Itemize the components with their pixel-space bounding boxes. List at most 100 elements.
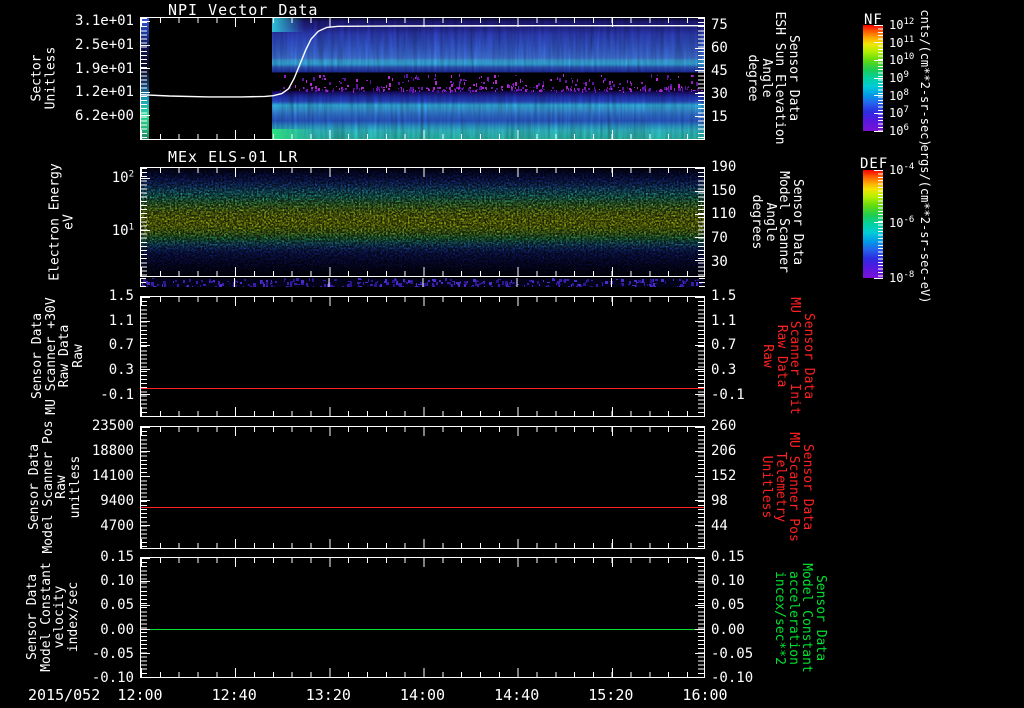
velocity-ymajor-left — [141, 558, 704, 677]
npi-y-axis-label-left: Sector Unitless — [30, 47, 59, 110]
speckle — [588, 78, 591, 83]
speckle — [356, 78, 358, 82]
tick-label: 1012 — [889, 17, 915, 33]
speckle — [512, 83, 515, 87]
colorbar-nf-tick-labels: 1012 1011 1010 109 108 107 106 — [889, 18, 934, 139]
speckle — [556, 77, 559, 80]
speckle — [459, 84, 461, 88]
speckle — [491, 87, 493, 90]
axis-label-line: Model Constant — [38, 562, 54, 672]
npi-yticks-right — [698, 18, 704, 139]
speckle — [542, 88, 545, 91]
speckle — [437, 90, 439, 94]
x-axis-tick-label: 14:00 — [399, 686, 446, 704]
axis-label-line: index/sec — [65, 581, 81, 653]
tick-label: -0.1 — [711, 386, 745, 403]
speckle — [407, 80, 409, 82]
speckle — [399, 86, 401, 89]
speckle — [450, 89, 453, 93]
tick-label: 4700 — [100, 517, 134, 534]
speckle — [323, 74, 325, 77]
speckle — [279, 89, 282, 91]
speckle — [376, 87, 378, 91]
axis-label-line: MU Scanner Init — [787, 297, 803, 415]
speckle — [666, 76, 668, 80]
speckle — [578, 87, 581, 92]
axis-label-line: degree — [745, 54, 761, 102]
y-major-tick — [695, 297, 704, 298]
speckle — [668, 89, 670, 93]
speckle — [530, 90, 533, 93]
tick-label: 0.3 — [108, 362, 134, 379]
axis-label-line: unitless — [67, 455, 83, 519]
tick-label: 30 — [711, 253, 728, 270]
speckle — [669, 83, 672, 86]
y-major-tick — [141, 628, 150, 630]
speckle — [549, 78, 552, 81]
tick-label: 44 — [711, 517, 728, 534]
x-axis-tick-label: 12:00 — [117, 686, 163, 704]
tick-label: -0.1 — [100, 386, 134, 403]
speckle — [679, 88, 682, 92]
speckle — [410, 77, 412, 79]
npi-xmajor-top — [141, 18, 704, 27]
speckle — [566, 86, 568, 89]
speckle — [305, 90, 307, 92]
y-major-tick — [695, 524, 704, 526]
speckle — [472, 89, 474, 92]
speckle — [525, 89, 527, 92]
speckle — [434, 78, 436, 80]
y-major-tick — [141, 68, 150, 70]
panel-mu-scanner-30v — [140, 296, 705, 417]
speckle — [583, 83, 586, 85]
speckle — [441, 90, 444, 94]
axis-label-line: Sensor Data — [813, 574, 828, 662]
speckle — [693, 89, 695, 92]
speckle — [611, 88, 614, 90]
speckle — [626, 87, 629, 89]
tick-label: 1011 — [889, 34, 915, 50]
speckle — [669, 86, 672, 90]
speckle — [571, 86, 573, 88]
speckle — [340, 90, 342, 92]
speckle — [480, 76, 482, 78]
tick-label: 1.5 — [711, 288, 737, 304]
colorbar-nf-major-ticks — [863, 24, 883, 132]
npi-ytick-labels-left: 3.1e+01 2.5e+01 1.9e+01 1.2e+01 6.2e+00 — [56, 13, 134, 140]
y-major-tick — [141, 605, 150, 607]
speckle — [332, 88, 334, 90]
y-major-tick — [141, 230, 150, 232]
speckle — [418, 79, 420, 81]
speckle — [692, 74, 694, 78]
axis-label-line: Raw — [54, 475, 69, 499]
speckle — [358, 88, 361, 91]
speckle — [666, 89, 668, 92]
speckle — [519, 79, 521, 83]
tick-label: 45 — [711, 62, 728, 79]
speckle — [515, 75, 517, 77]
speckle — [630, 80, 632, 85]
x-axis-tick-label: 16:00 — [682, 686, 728, 704]
axis-label-line: Electron Energy — [47, 163, 63, 281]
tick-label: 0.10 — [711, 573, 745, 590]
y-major-tick — [141, 581, 150, 583]
speckle — [642, 88, 644, 92]
speckle — [327, 89, 330, 91]
speckle — [420, 87, 423, 90]
tick-label: 1010 — [889, 52, 915, 68]
speckle — [593, 88, 596, 91]
x-axis-tick-label: 13:20 — [305, 686, 351, 704]
speckle — [413, 87, 415, 89]
y-major-tick — [141, 676, 150, 677]
speckle — [551, 90, 553, 92]
speckle — [520, 88, 523, 92]
speckle — [552, 86, 554, 90]
colorbar-def-tick-labels: 10-4 10-6 10-8 — [889, 163, 934, 286]
speckle — [492, 82, 495, 85]
tick-label: 152 — [711, 467, 737, 484]
tick-label: -0.10 — [711, 670, 754, 686]
speckle — [325, 89, 328, 93]
speckle — [298, 88, 300, 92]
speckle — [435, 73, 436, 77]
speckle — [467, 88, 470, 92]
